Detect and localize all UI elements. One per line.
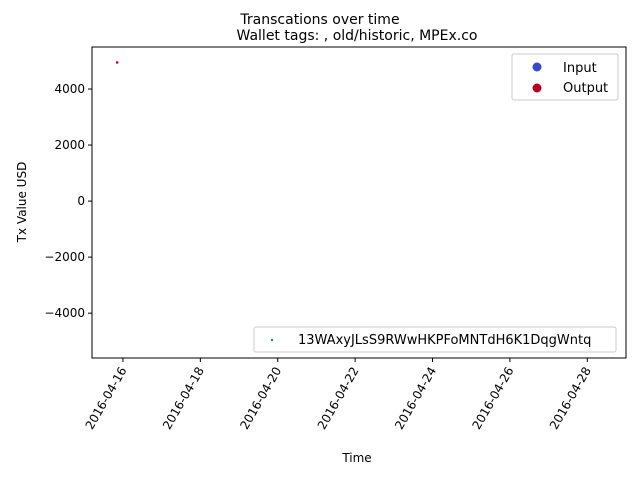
legend-address-label: 13WAxyJLsS9RWwHKPFoMNTdH6K1DqgWntq: [298, 333, 591, 348]
chart-title: Wallet tags: , old/historic, MPEx.co: [237, 28, 478, 44]
legend-input-label: Input: [563, 61, 597, 76]
x-tick-label: 2016-04-20: [237, 365, 284, 432]
y-axis-label: Tx Value USD: [15, 162, 29, 244]
y-tick-label: 2000: [54, 138, 85, 152]
x-axis-label: Time: [341, 451, 371, 465]
legend-address-marker: [270, 338, 274, 342]
y-axis: 4000 2000 0 −2000 −4000: [44, 82, 92, 320]
legend-output-label: Output: [563, 81, 608, 96]
legend-output-marker: [532, 83, 542, 93]
y-tick-label: 4000: [54, 82, 85, 96]
x-tick-label: 2016-04-26: [470, 365, 517, 432]
x-tick-label: 2016-04-28: [547, 365, 594, 432]
legend-input-marker: [532, 62, 542, 72]
x-tick-label: 2016-04-16: [83, 365, 130, 432]
x-axis: 2016-04-16 2016-04-18 2016-04-20 2016-04-22…: [83, 358, 594, 432]
x-tick-label: 2016-04-24: [392, 365, 439, 432]
y-tick-label: −2000: [44, 250, 85, 264]
y-tick-label: −4000: [44, 306, 85, 320]
legend-bottom-frame: [253, 326, 617, 353]
chart-suptitle: Transcations over time: [239, 12, 399, 28]
data-points: [115, 61, 119, 64]
x-tick-label: 2016-04-18: [160, 365, 207, 432]
legend-bottom: 13WAxyJLsS9RWwHKPFoMNTdH6K1DqgWntq: [253, 326, 617, 353]
y-tick-label: 0: [77, 194, 85, 208]
legend-top: Input Output: [511, 53, 619, 101]
data-point: [115, 61, 119, 64]
x-tick-label: 2016-04-22: [315, 365, 362, 432]
